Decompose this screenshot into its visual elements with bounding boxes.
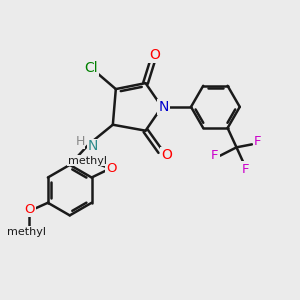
Text: methyl: methyl xyxy=(7,227,46,237)
Text: O: O xyxy=(106,162,117,175)
Text: O: O xyxy=(24,203,35,216)
Text: methyl: methyl xyxy=(68,156,107,166)
Text: F: F xyxy=(254,136,262,148)
Text: H: H xyxy=(76,135,85,148)
Text: O: O xyxy=(149,48,160,62)
Text: F: F xyxy=(242,163,249,176)
Text: O: O xyxy=(161,148,172,162)
Text: N: N xyxy=(87,140,98,153)
Text: Cl: Cl xyxy=(85,61,98,75)
Text: N: N xyxy=(158,100,169,114)
Text: F: F xyxy=(211,149,218,162)
